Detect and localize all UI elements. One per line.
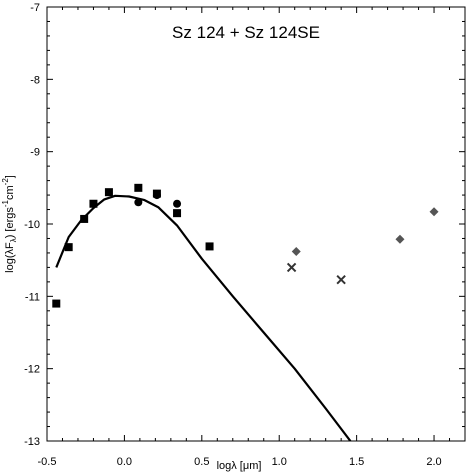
model-curve	[55, 194, 352, 441]
tick-labels: -0.5 0.0 0.5 1.0 1.5 2.0 -13 -12 -11 -10 -9 -8 -7	[24, 2, 442, 468]
plot-frame	[46, 6, 466, 442]
cross-point	[286, 262, 297, 273]
y-tick-label: -8	[30, 74, 40, 86]
cross-point	[336, 274, 346, 285]
y-tick-label: -13	[24, 436, 40, 448]
y-tick-label: -7	[30, 2, 40, 14]
square-point	[80, 214, 89, 223]
square-point	[89, 199, 98, 208]
square-point	[205, 242, 214, 251]
x-tick-label: -0.5	[38, 456, 57, 468]
square-point	[134, 183, 143, 192]
data-marks	[52, 183, 439, 441]
y-tick-label: -9	[30, 147, 40, 159]
y-tick-label: -11	[25, 291, 40, 303]
chart-title: Sz 124 + Sz 124SE	[172, 23, 320, 42]
diamond-point	[429, 207, 439, 217]
x-tick-label: 1.5	[349, 456, 364, 468]
x-axis-title: logλ [μm]	[217, 460, 262, 472]
x-tick-label: 0.0	[117, 456, 132, 468]
x-tick-label: 0.5	[194, 456, 209, 468]
diamond-point	[395, 234, 405, 244]
x-tick-label: 1.0	[272, 456, 287, 468]
circle-point	[134, 198, 143, 207]
y-axis-title: log(λFλ) [ergs-1cm-2]	[1, 175, 18, 273]
x-tick-label: 2.0	[426, 456, 441, 468]
square-point	[64, 243, 73, 252]
square-point	[52, 299, 61, 308]
y-tick-label: -12	[24, 364, 40, 376]
square-point	[104, 188, 113, 197]
y-tick-label: -10	[24, 219, 40, 231]
circle-point	[152, 191, 161, 200]
axis-ticks	[46, 6, 466, 442]
diamond-point	[291, 246, 301, 256]
square-point	[173, 209, 182, 218]
circle-point	[173, 199, 182, 208]
